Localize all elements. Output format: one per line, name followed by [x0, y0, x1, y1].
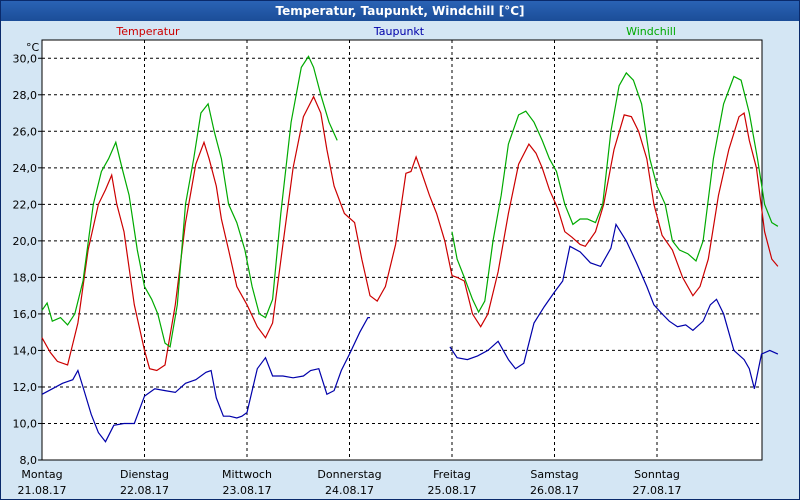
- x-tick-date: 23.08.17: [223, 484, 272, 497]
- y-tick-label: 24,0: [13, 162, 38, 175]
- legend-windchill: Windchill: [626, 25, 676, 38]
- x-tick-day: Samstag: [530, 468, 578, 481]
- y-tick-label: 20,0: [13, 235, 38, 248]
- x-tick-date: 27.08.17: [633, 484, 682, 497]
- x-tick-day: Sonntag: [634, 468, 680, 481]
- x-tick-date: 25.08.17: [428, 484, 477, 497]
- series-line-taupunkt: [41, 317, 370, 443]
- y-tick-label: 28,0: [13, 89, 38, 102]
- y-tick-label: 22,0: [13, 198, 38, 211]
- series-lines: [41, 55, 779, 443]
- y-tick-label: 26,0: [13, 125, 38, 138]
- y-axis-ticks: 8,0 10,0 12,0 14,0 16,0 18,0 20,0 22,0 24,0 26,0 2…: [13, 52, 42, 467]
- y-tick-label: 12,0: [13, 381, 38, 394]
- x-axis-ticks: Montag 21.08.17 Dienstag 22.08.17 Mittwoch 23…: [18, 468, 682, 497]
- y-tick-label: 30,0: [13, 52, 38, 65]
- series-line-temperatur: [41, 95, 779, 372]
- x-tick-day: Mittwoch: [222, 468, 272, 481]
- legend-temperatur: Temperatur: [115, 25, 180, 38]
- grid-lines: [42, 40, 762, 460]
- y-tick-label: 16,0: [13, 308, 38, 321]
- x-tick-day: Freitag: [433, 468, 471, 481]
- x-tick-date: 26.08.17: [530, 484, 579, 497]
- plot-area: [41, 39, 763, 461]
- y-tick-label: 18,0: [13, 271, 38, 284]
- series-line-windchill: [41, 55, 338, 348]
- series-line-windchill: [451, 71, 779, 314]
- x-tick-day: Dienstag: [120, 468, 169, 481]
- y-tick-label: 10,0: [13, 417, 38, 430]
- series-line-taupunkt: [449, 222, 779, 389]
- x-tick-date: 21.08.17: [18, 484, 67, 497]
- x-tick-date: 22.08.17: [120, 484, 169, 497]
- y-tick-label: 14,0: [13, 344, 38, 357]
- x-tick-day: Donnerstag: [317, 468, 381, 481]
- legend-taupunkt: Taupunkt: [373, 25, 425, 38]
- x-tick-day: Montag: [21, 468, 62, 481]
- window-title: Temperatur, Taupunkt, Windchill [°C]: [1, 1, 799, 21]
- x-tick-date: 24.08.17: [325, 484, 374, 497]
- y-tick-label: 8,0: [20, 454, 38, 467]
- y-axis-unit: °C: [26, 41, 40, 54]
